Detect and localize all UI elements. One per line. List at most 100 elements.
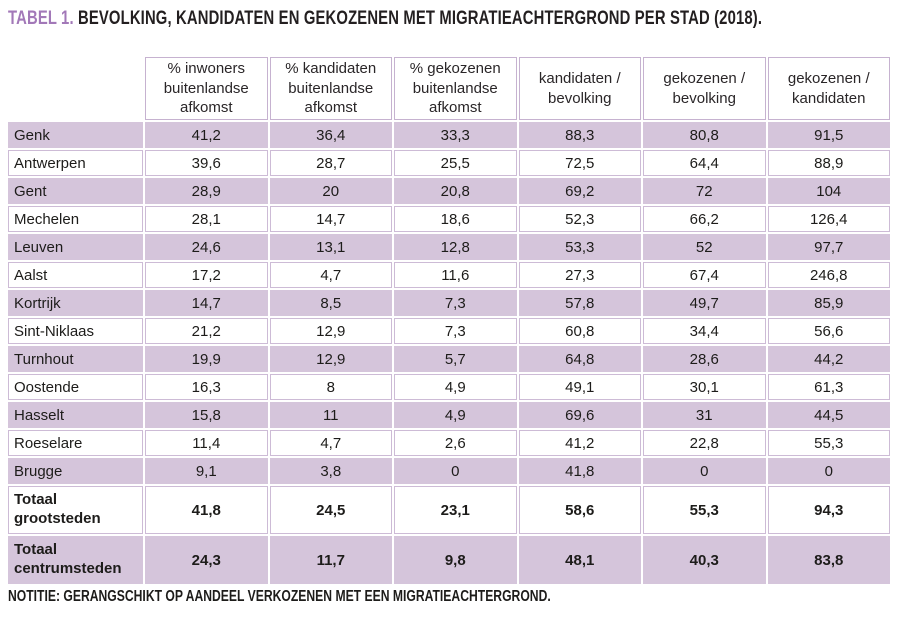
table-row: Mechelen 28,1 14,7 18,6 52,3 66,2 126,4 <box>8 206 892 234</box>
value-cell: 9,1 <box>145 458 270 486</box>
value-cell: 24,3 <box>145 536 270 586</box>
value-cell: 28,9 <box>145 178 270 206</box>
value-cell: 41,2 <box>518 430 643 458</box>
value-cell: 91,5 <box>767 122 892 150</box>
value-cell: 14,7 <box>145 290 270 318</box>
row-label: Antwerpen <box>8 150 145 178</box>
table-body: Genk 41,2 36,4 33,3 88,3 80,8 91,5 Antwerpen 39,… <box>8 122 892 586</box>
column-header: gekozenen / bevolking <box>643 57 768 122</box>
value-cell: 22,8 <box>643 430 768 458</box>
value-cell: 88,3 <box>518 122 643 150</box>
table-title-text: BEVOLKING, KANDIDATEN EN GEKOZENEN MET M… <box>78 7 763 29</box>
value-cell: 88,9 <box>767 150 892 178</box>
value-cell: 24,5 <box>269 486 394 536</box>
value-cell: 16,3 <box>145 374 270 402</box>
value-cell: 64,4 <box>643 150 768 178</box>
value-cell: 97,7 <box>767 234 892 262</box>
value-cell: 85,9 <box>767 290 892 318</box>
row-label: Kortrijk <box>8 290 145 318</box>
table-row: Kortrijk 14,7 8,5 7,3 57,8 49,7 85,9 <box>8 290 892 318</box>
table-row: Gent 28,9 20 20,8 69,2 72 104 <box>8 178 892 206</box>
value-cell: 104 <box>767 178 892 206</box>
value-cell: 39,6 <box>145 150 270 178</box>
value-cell: 4,7 <box>269 262 394 290</box>
value-cell: 49,7 <box>643 290 768 318</box>
value-cell: 4,9 <box>394 374 519 402</box>
row-label: Aalst <box>8 262 145 290</box>
value-cell: 69,6 <box>518 402 643 430</box>
column-header: kandidaten / bevolking <box>518 57 643 122</box>
row-label: Roeselare <box>8 430 145 458</box>
value-cell: 8 <box>269 374 394 402</box>
value-cell: 83,8 <box>767 536 892 586</box>
row-label: Mechelen <box>8 206 145 234</box>
value-cell: 57,8 <box>518 290 643 318</box>
value-cell: 8,5 <box>269 290 394 318</box>
value-cell: 28,1 <box>145 206 270 234</box>
value-cell: 55,3 <box>643 486 768 536</box>
value-cell: 13,1 <box>269 234 394 262</box>
table-row: Antwerpen 39,6 28,7 25,5 72,5 64,4 88,9 <box>8 150 892 178</box>
value-cell: 11,4 <box>145 430 270 458</box>
value-cell: 12,9 <box>269 346 394 374</box>
value-cell: 246,8 <box>767 262 892 290</box>
table-title-tag: TABEL 1. <box>8 7 74 29</box>
value-cell: 12,8 <box>394 234 519 262</box>
value-cell: 31 <box>643 402 768 430</box>
value-cell: 94,3 <box>767 486 892 536</box>
value-cell: 15,8 <box>145 402 270 430</box>
value-cell: 17,2 <box>145 262 270 290</box>
row-label: Genk <box>8 122 145 150</box>
value-cell: 25,5 <box>394 150 519 178</box>
column-header: % inwoners buitenlandse afkomst <box>145 57 270 122</box>
value-cell: 49,1 <box>518 374 643 402</box>
row-label: Hasselt <box>8 402 145 430</box>
row-label: Sint-Niklaas <box>8 318 145 346</box>
value-cell: 19,9 <box>145 346 270 374</box>
value-cell: 34,4 <box>643 318 768 346</box>
value-cell: 52,3 <box>518 206 643 234</box>
value-cell: 28,6 <box>643 346 768 374</box>
value-cell: 40,3 <box>643 536 768 586</box>
value-cell: 7,3 <box>394 290 519 318</box>
value-cell: 44,2 <box>767 346 892 374</box>
value-cell: 5,7 <box>394 346 519 374</box>
value-cell: 11,7 <box>269 536 394 586</box>
value-cell: 28,7 <box>269 150 394 178</box>
column-header: gekozenen / kandidaten <box>767 57 892 122</box>
value-cell: 48,1 <box>518 536 643 586</box>
column-header: % kandidaten buitenlandse afkomst <box>269 57 394 122</box>
value-cell: 36,4 <box>269 122 394 150</box>
value-cell: 41,2 <box>145 122 270 150</box>
table-header: % inwoners buitenlandse afkomst% kandida… <box>8 57 892 122</box>
table-row: Turnhout 19,9 12,9 5,7 64,8 28,6 44,2 <box>8 346 892 374</box>
table-row: Hasselt 15,8 11 4,9 69,6 31 44,5 <box>8 402 892 430</box>
value-cell: 7,3 <box>394 318 519 346</box>
table-row: Aalst 17,2 4,7 11,6 27,3 67,4 246,8 <box>8 262 892 290</box>
value-cell: 60,8 <box>518 318 643 346</box>
corner-cell <box>8 57 145 122</box>
value-cell: 58,6 <box>518 486 643 536</box>
value-cell: 61,3 <box>767 374 892 402</box>
value-cell: 0 <box>643 458 768 486</box>
value-cell: 72,5 <box>518 150 643 178</box>
value-cell: 64,8 <box>518 346 643 374</box>
value-cell: 23,1 <box>394 486 519 536</box>
value-cell: 12,9 <box>269 318 394 346</box>
value-cell: 4,7 <box>269 430 394 458</box>
table-row: Roeselare 11,4 4,7 2,6 41,2 22,8 55,3 <box>8 430 892 458</box>
value-cell: 4,9 <box>394 402 519 430</box>
value-cell: 72 <box>643 178 768 206</box>
value-cell: 67,4 <box>643 262 768 290</box>
value-cell: 30,1 <box>643 374 768 402</box>
row-label: Totaal centrumsteden <box>8 536 145 586</box>
value-cell: 52 <box>643 234 768 262</box>
value-cell: 20,8 <box>394 178 519 206</box>
value-cell: 69,2 <box>518 178 643 206</box>
table-row: Genk 41,2 36,4 33,3 88,3 80,8 91,5 <box>8 122 892 150</box>
value-cell: 2,6 <box>394 430 519 458</box>
row-label: Gent <box>8 178 145 206</box>
row-label: Oostende <box>8 374 145 402</box>
value-cell: 18,6 <box>394 206 519 234</box>
